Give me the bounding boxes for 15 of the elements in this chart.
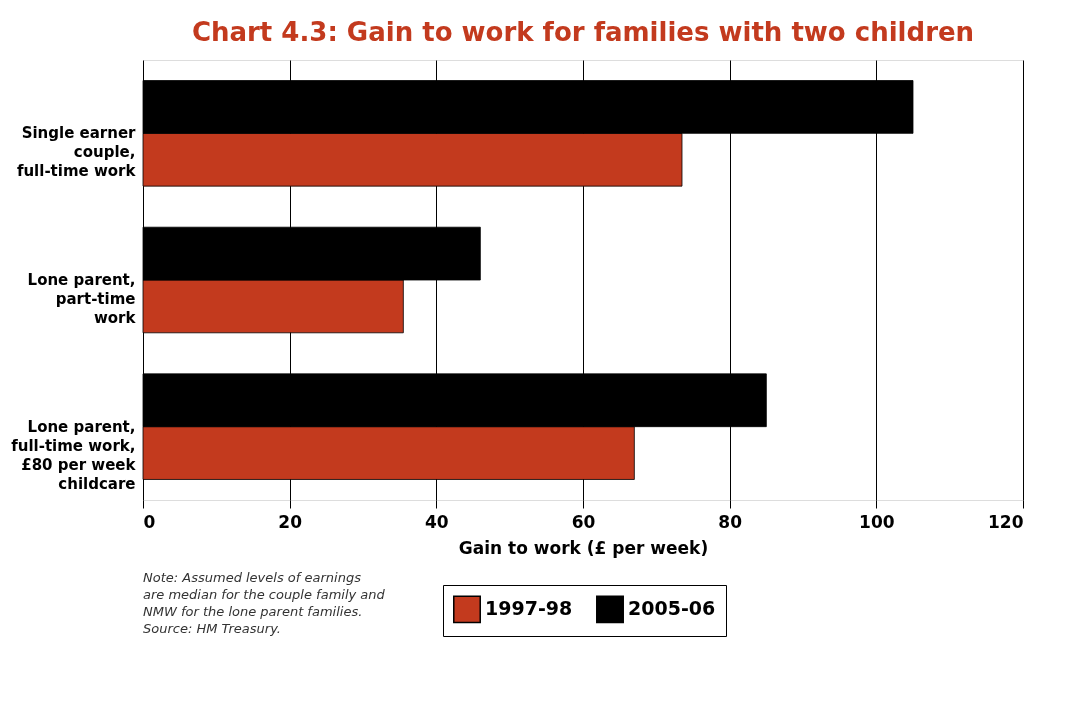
x-axis-title: Gain to work (£ per week) — [458, 537, 709, 558]
x-tick-label: 80 — [718, 511, 743, 532]
y-tick-label: Single earner couple, full-time work — [16, 124, 137, 181]
x-tick-label: 100 — [859, 511, 895, 532]
text: Note: Assumed levels of earnings are median for the couple family and NMW for the lone parent families. Source: HM Treasury. — [143, 570, 386, 636]
chart-title: Chart 4.3: Gain to work for families with two children — [191, 17, 975, 47]
x-tick-label: 120 — [988, 511, 1024, 532]
y-tick-label: Lone parent, full-time work, £80 per week childcare — [11, 417, 137, 493]
legend-label: 1997-98 — [485, 597, 573, 620]
x-tick-label: 40 — [425, 511, 449, 532]
x-tick-label: 20 — [278, 511, 303, 532]
y-tick-label: Lone parent, part-time work — [27, 271, 137, 327]
x-tick-label: 0 — [143, 511, 156, 532]
legend-label: 2005-06 — [628, 597, 716, 620]
x-tick-label: 60 — [571, 511, 596, 532]
